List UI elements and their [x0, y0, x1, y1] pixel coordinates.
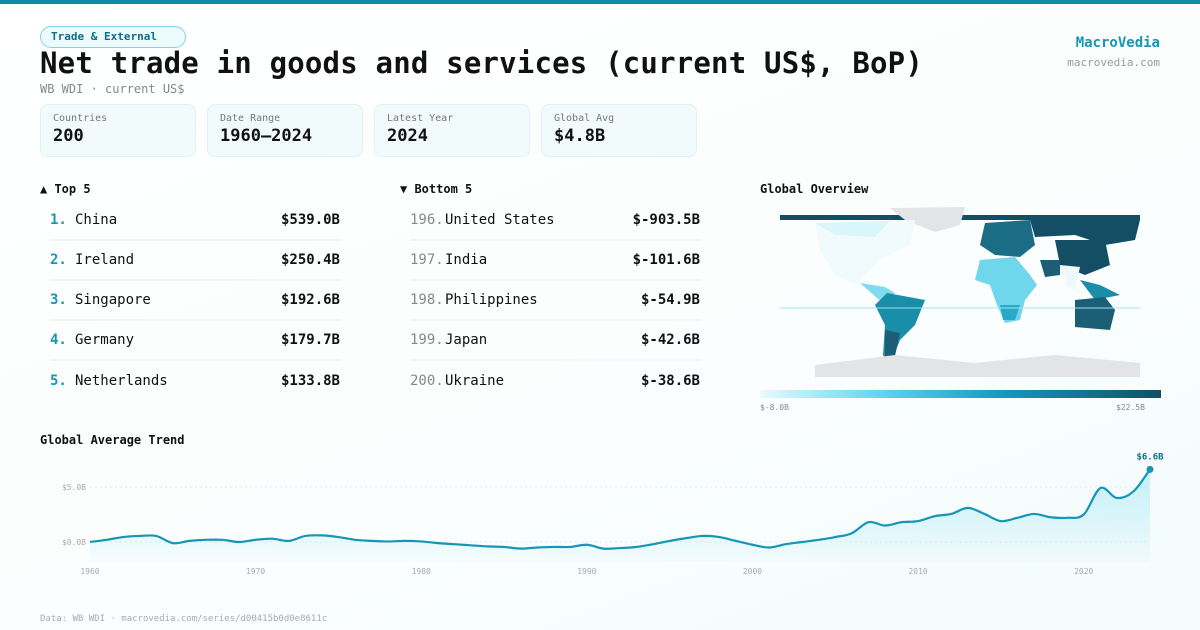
x-tick-label: 2020 — [1074, 567, 1093, 576]
country-name: China — [75, 212, 118, 228]
list-item[interactable]: 196. United States $-903.5B — [410, 201, 700, 241]
country-name: Japan — [445, 332, 488, 348]
map-europe — [980, 220, 1035, 257]
map-north-america — [815, 220, 915, 285]
map-greenland — [890, 207, 965, 232]
rank: 1. — [50, 212, 67, 228]
map-india — [1060, 265, 1080, 290]
world-choropleth-map[interactable] — [775, 205, 1145, 380]
x-tick-label: 1980 — [412, 567, 431, 576]
legend-max-label: $22.5B — [1116, 403, 1145, 412]
country-name: United States — [445, 212, 555, 228]
list-item[interactable]: 4. Germany $179.7B — [50, 321, 340, 361]
map-australia — [1075, 297, 1115, 330]
list-item[interactable]: 1. China $539.0B — [50, 201, 340, 241]
rank: 2. — [50, 252, 67, 268]
rank: 3. — [50, 292, 67, 308]
stat-value: 2024 — [387, 126, 428, 146]
top-5-heading: ▲ Top 5 — [40, 182, 91, 196]
list-item[interactable]: 199. Japan $-42.6B — [410, 321, 700, 361]
country-name: Singapore — [75, 292, 151, 308]
country-name: Philippines — [445, 292, 538, 308]
legend-min-label: $-8.0B — [760, 403, 789, 412]
stat-card-global-avg: Global Avg $4.8B — [541, 104, 697, 157]
page-subtitle: WB WDI · current US$ — [40, 82, 185, 96]
stat-label: Global Avg — [554, 113, 615, 124]
y-tick-label: $5.0B — [62, 483, 86, 492]
stat-card-countries: Countries 200 — [40, 104, 196, 157]
map-canada — [815, 221, 890, 237]
map-southern-africa — [1000, 305, 1020, 320]
stat-value: $4.8B — [554, 126, 606, 146]
trend-line — [89, 468, 1151, 550]
list-item[interactable]: 3. Singapore $192.6B — [50, 281, 340, 321]
map-antarctica — [815, 355, 1140, 377]
stat-value: 200 — [53, 126, 84, 146]
country-value: $-903.5B — [632, 212, 700, 228]
stat-label: Countries — [53, 113, 108, 124]
top-5-list: 1. China $539.0B 2. Ireland $250.4B 3. Singap… — [50, 201, 340, 401]
map-color-legend — [760, 390, 1161, 398]
country-name: India — [445, 252, 488, 268]
map-middle-east — [1040, 260, 1060, 277]
rank: 4. — [50, 332, 67, 348]
rank: 199. — [410, 332, 444, 348]
list-item[interactable]: 5. Netherlands $133.8B — [50, 361, 340, 401]
map-africa — [975, 257, 1037, 323]
trend-last-point[interactable] — [1146, 465, 1154, 473]
rank: 200. — [410, 373, 444, 389]
bottom-5-heading: ▼ Bottom 5 — [400, 182, 473, 196]
top-accent-bar — [0, 0, 1200, 4]
footer-source: Data: WB WDI · macrovedia.com/series/d00… — [40, 614, 328, 624]
stat-label: Date Range — [220, 113, 281, 124]
country-name: Germany — [75, 332, 135, 348]
page-title: Net trade in goods and services (current… — [40, 46, 923, 80]
rank: 198. — [410, 292, 444, 308]
country-value: $-101.6B — [632, 252, 700, 268]
country-value: $-42.6B — [640, 332, 700, 348]
bottom-5-list: 196. United States $-903.5B 197. India $-101… — [410, 201, 700, 401]
country-value: $179.7B — [280, 332, 340, 348]
rank: 197. — [410, 252, 444, 268]
country-value: $539.0B — [280, 212, 340, 228]
x-tick-label: 2000 — [743, 567, 762, 576]
country-name: Netherlands — [75, 373, 168, 389]
x-tick-label: 2010 — [908, 567, 927, 576]
x-tick-label: 1990 — [577, 567, 596, 576]
list-item[interactable]: 198. Philippines $-54.9B — [410, 281, 700, 321]
trend-heading: Global Average Trend — [40, 433, 185, 447]
list-item[interactable]: 200. Ukraine $-38.6B — [410, 361, 700, 401]
country-name: Ukraine — [445, 373, 505, 389]
global-overview-heading: Global Overview — [760, 182, 869, 196]
x-tick-label: 1960 — [80, 567, 99, 576]
trend-area — [90, 469, 1150, 562]
map-southeast-asia — [1080, 280, 1120, 300]
rank: 196. — [410, 212, 444, 228]
map-russia — [1030, 220, 1140, 245]
stat-label: Latest Year — [387, 113, 454, 124]
category-badge[interactable]: Trade & External — [40, 26, 186, 48]
country-value: $250.4B — [280, 252, 340, 268]
map-south-america — [875, 293, 925, 365]
global-average-trend-chart: $0.0B $5.0B $6.6B 1960 1970 1980 1990 2000 201… — [62, 452, 1164, 576]
country-value: $133.8B — [280, 373, 340, 389]
list-item[interactable]: 197. India $-101.6B — [410, 241, 700, 281]
stat-card-date-range: Date Range 1960–2024 — [207, 104, 363, 157]
stat-value: 1960–2024 — [220, 126, 313, 146]
y-tick-label: $0.0B — [62, 538, 86, 547]
list-item[interactable]: 2. Ireland $250.4B — [50, 241, 340, 281]
trend-last-label: $6.6B — [1136, 452, 1164, 462]
country-value: $192.6B — [280, 292, 340, 308]
x-tick-label: 1970 — [246, 567, 265, 576]
country-name: Ireland — [75, 252, 135, 268]
country-value: $-54.9B — [640, 292, 700, 308]
stat-card-latest-year: Latest Year 2024 — [374, 104, 530, 157]
rank: 5. — [50, 373, 67, 389]
brand-logo[interactable]: MacroVedia — [1075, 35, 1160, 51]
brand-url[interactable]: macrovedia.com — [1067, 56, 1160, 69]
country-value: $-38.6B — [640, 373, 700, 389]
